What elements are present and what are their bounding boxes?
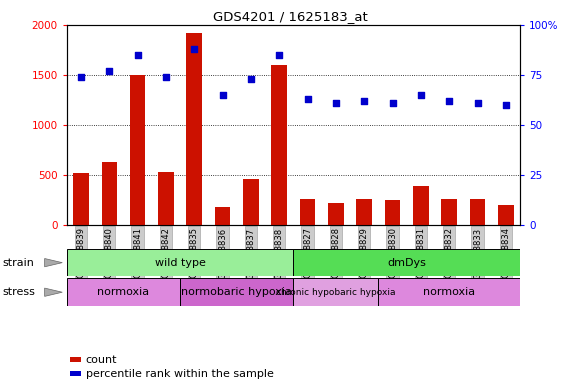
Bar xyxy=(442,199,457,225)
Bar xyxy=(300,199,315,225)
Bar xyxy=(293,249,520,276)
Bar xyxy=(243,179,259,225)
Bar xyxy=(215,207,231,225)
Text: strain: strain xyxy=(3,258,35,268)
Point xyxy=(218,92,227,98)
Bar xyxy=(70,371,81,376)
Bar xyxy=(67,249,293,276)
Bar xyxy=(73,173,89,225)
Point xyxy=(105,68,114,74)
Point xyxy=(331,100,340,106)
Point xyxy=(246,76,256,82)
Bar xyxy=(356,199,372,225)
Text: wild type: wild type xyxy=(155,258,206,268)
Point xyxy=(275,52,284,58)
Point xyxy=(501,102,511,108)
Point xyxy=(303,96,312,102)
Bar xyxy=(187,33,202,225)
Bar xyxy=(385,200,400,225)
Bar xyxy=(413,186,429,225)
Text: normoxia: normoxia xyxy=(98,287,149,297)
Point xyxy=(133,52,142,58)
Point xyxy=(444,98,454,104)
Point xyxy=(189,46,199,52)
Bar xyxy=(67,278,180,306)
Point xyxy=(76,74,85,80)
Bar xyxy=(378,278,520,306)
Bar xyxy=(271,65,287,225)
Bar xyxy=(158,172,174,225)
Text: percentile rank within the sample: percentile rank within the sample xyxy=(86,369,274,379)
Bar xyxy=(70,357,81,362)
Bar xyxy=(498,205,514,225)
Text: chronic hypobaric hypoxia: chronic hypobaric hypoxia xyxy=(276,288,396,297)
Bar xyxy=(180,278,293,306)
Text: normobaric hypoxia: normobaric hypoxia xyxy=(181,287,292,297)
Point xyxy=(360,98,369,104)
Bar xyxy=(102,162,117,225)
Text: count: count xyxy=(86,354,117,364)
Bar xyxy=(293,278,378,306)
Point xyxy=(388,100,397,106)
Text: dmDys: dmDys xyxy=(388,258,426,268)
Polygon shape xyxy=(45,288,62,296)
Point xyxy=(416,92,425,98)
Point xyxy=(473,100,482,106)
Bar xyxy=(130,75,145,225)
Bar xyxy=(469,199,485,225)
Text: stress: stress xyxy=(3,287,36,297)
Bar xyxy=(328,203,344,225)
Point xyxy=(162,74,171,80)
Text: GDS4201 / 1625183_at: GDS4201 / 1625183_at xyxy=(213,10,368,23)
Polygon shape xyxy=(45,258,62,267)
Text: normoxia: normoxia xyxy=(423,287,475,297)
